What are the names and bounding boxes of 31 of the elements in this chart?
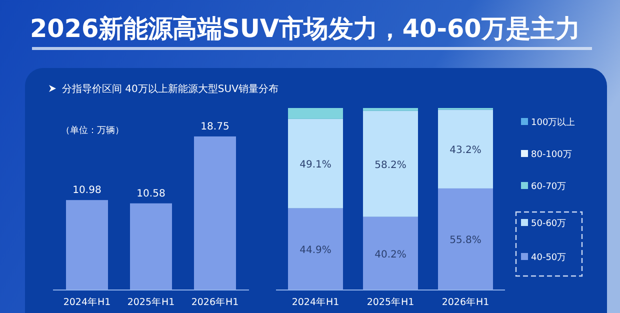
- x-tick-label: 2024年H1: [63, 296, 111, 308]
- x-tick-label: 2024年H1: [292, 296, 340, 308]
- chart-subtitle: 分指导价区间 40万以上新能源大型SUV销量分布: [62, 83, 278, 95]
- legend-label: 50-60万: [531, 219, 566, 229]
- text: （单位：万辆）: [61, 125, 124, 136]
- bar: [363, 110, 418, 217]
- data-label: 40.2%: [374, 249, 406, 260]
- data-label: 49.1%: [300, 160, 332, 171]
- data-label: 44.9%: [300, 245, 332, 256]
- data-label: 10.98: [72, 185, 102, 196]
- bar: [363, 108, 418, 111]
- x-tick-label: 2025年H1: [366, 296, 414, 308]
- bar: [288, 208, 343, 290]
- legend-label: 40-50万: [531, 253, 566, 263]
- bar: [363, 216, 418, 290]
- legend-label: 80-100万: [531, 150, 572, 160]
- x-tick-label: 2026年H1: [442, 296, 490, 308]
- x-tick-label: 2026年H1: [191, 296, 239, 308]
- data-label: 18.75: [200, 121, 230, 132]
- data-label: 10.58: [136, 188, 166, 200]
- x-tick-label: 2025年H1: [127, 296, 175, 308]
- bar: [288, 108, 343, 119]
- bar: [288, 118, 343, 208]
- data-label: 55.8%: [450, 235, 482, 246]
- text: 2026新能源高端SUV市场发力，40-60万是主力: [30, 14, 588, 43]
- bar: [438, 188, 493, 290]
- data-label: 43.2%: [450, 145, 482, 156]
- legend-label: 60-70万: [531, 182, 566, 192]
- data-label: 58.2%: [374, 160, 406, 171]
- legend-label: 100万以上: [531, 117, 576, 128]
- bar: [438, 110, 493, 188]
